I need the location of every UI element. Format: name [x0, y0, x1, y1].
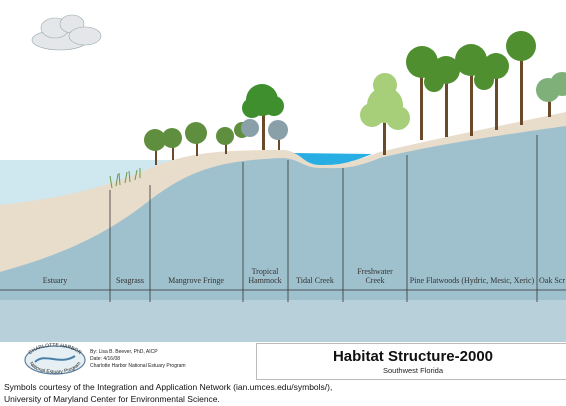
credit: Charlotte Harbor National Estuary Progra… [90, 363, 186, 369]
zone-label: Hammock [248, 276, 281, 285]
zone-label: Pine Flatwoods (Hydric, Mesic, Xeric) [410, 276, 535, 285]
zone-label: Estuary [43, 276, 67, 285]
title: Habitat Structure-2000 [257, 348, 566, 365]
title-box: Habitat Structure-2000 Southwest Florida [256, 343, 566, 380]
zone-label: Tidal Creek [296, 276, 334, 285]
footer-line: University of Maryland Center for Enviro… [4, 394, 220, 404]
subtitle: Southwest Florida [257, 366, 566, 375]
zone-label: Creek [365, 276, 384, 285]
zone-label: Tropical [252, 267, 280, 276]
credit: By: Lisa B. Beever, PhD, AICP [90, 349, 158, 355]
zone-label: Freshwater [357, 267, 393, 276]
zone-label: Seagrass [116, 276, 144, 285]
zone-label: Mangrove Fringe [168, 276, 224, 285]
zone-label: Oak Scr [539, 276, 565, 285]
footer-line: Symbols courtesy of the Integration and … [4, 382, 332, 392]
page: EstuarySeagrassMangrove FringeTropicalHa… [0, 0, 566, 406]
credit: Date: 4/16/08 [90, 356, 120, 362]
logo: CHARLOTTE HARBOR National Estuary Progra… [25, 342, 85, 375]
cloud [32, 15, 101, 50]
